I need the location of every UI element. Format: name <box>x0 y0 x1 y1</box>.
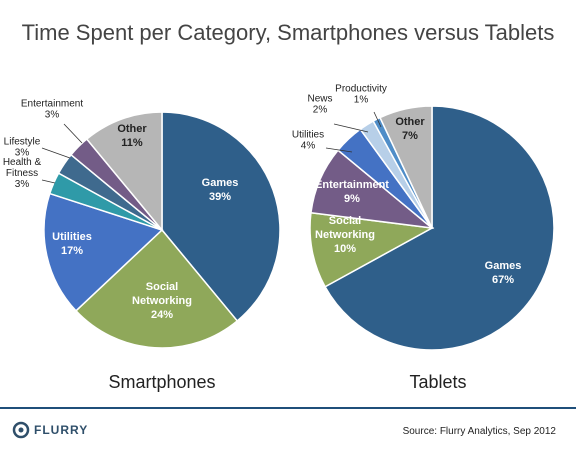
smartphones-leader-entertainment <box>63 123 83 144</box>
tablets-slice-games <box>324 105 555 351</box>
smartphones-slice-other <box>85 111 163 233</box>
tablets-label-games: Games 67% <box>485 260 522 286</box>
tablets-label-utilities: Utilities 4% <box>292 130 324 152</box>
tablets-pie-title: Tablets <box>409 372 466 392</box>
smartphones-label-lifestyle: Lifestyle 3% <box>4 137 41 159</box>
tablets-leader-utilities <box>325 147 353 153</box>
smartphones-leader-health-and-fitness <box>41 179 56 184</box>
smartphones-slice-utilities <box>43 192 164 312</box>
flurry-logo-icon <box>12 421 30 439</box>
tablets-slice-social-networking <box>309 211 435 288</box>
smartphones-leader-lifestyle <box>41 147 71 159</box>
flurry-logo: FLURRY <box>12 421 88 439</box>
smartphones-label-entertainment: Entertainment 3% <box>21 99 83 121</box>
tablets-leader-productivity <box>373 111 382 128</box>
smartphones-label-other: Other 11% <box>117 123 147 149</box>
smartphones-pie: Games 39% Social Networking 24% Utilities 17% H… <box>3 99 281 349</box>
smartphones-pie-title: Smartphones <box>108 372 215 392</box>
smartphones-slice-social-networking <box>74 228 239 349</box>
smartphones-label-utilities: Utilities 17% <box>52 231 92 257</box>
smartphones-slice-games <box>161 111 281 322</box>
smartphones-label-health-and-fitness: Health & Fitness 3% <box>3 157 42 190</box>
flurry-logo-text: FLURRY <box>34 423 88 437</box>
smartphones-label-social-networking: Social Networking 24% <box>132 281 192 321</box>
tablets-label-entertainment: Entertainment 9% <box>315 179 389 205</box>
tablets-label-other: Other 7% <box>395 116 425 142</box>
tablets-leader-news <box>333 123 369 133</box>
tablets-slice-other <box>379 105 433 229</box>
tablets-label-social-networking: Social Networking 10% <box>315 215 375 255</box>
tablets-label-productivity: Productivity 1% <box>335 84 387 106</box>
source-note: Source: Flurry Analytics, Sep 2012 <box>403 426 557 437</box>
smartphones-label-games: Games 39% <box>202 177 239 203</box>
tablets-label-news: News 2% <box>307 94 332 116</box>
chart-title: Time Spent per Category, Smartphones ver… <box>22 20 555 45</box>
tablets-pie: Games 67% Social Networking 10% Entertainment… <box>292 84 555 351</box>
